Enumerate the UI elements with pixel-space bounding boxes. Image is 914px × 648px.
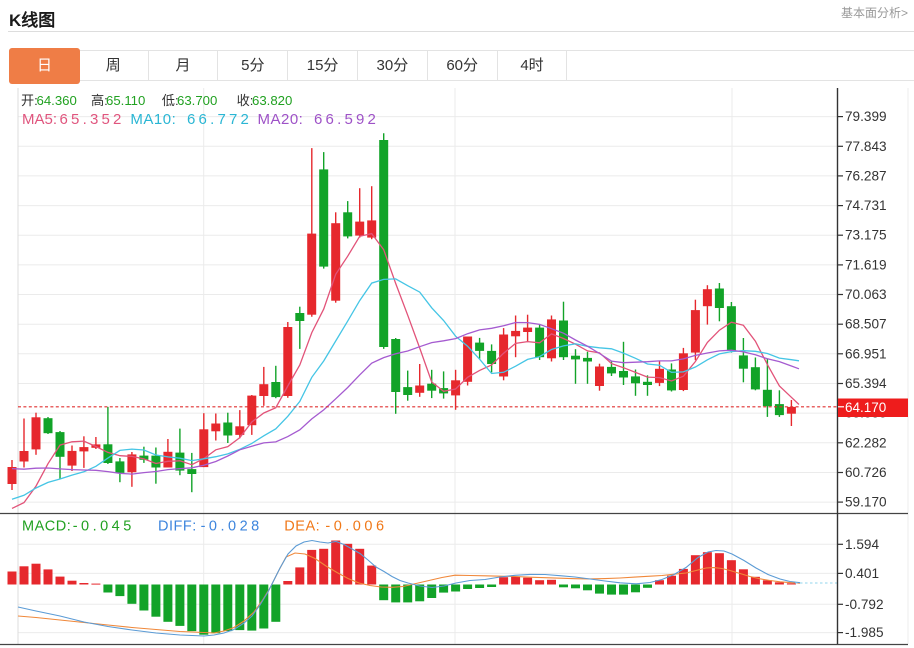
- svg-text:71.619: 71.619: [845, 257, 887, 272]
- svg-text:59.170: 59.170: [845, 495, 887, 510]
- svg-text:-1.985: -1.985: [845, 625, 884, 640]
- svg-text:73.175: 73.175: [845, 228, 887, 243]
- svg-text:62.282: 62.282: [845, 435, 887, 450]
- svg-text:68.507: 68.507: [845, 317, 887, 332]
- svg-text:65.394: 65.394: [845, 376, 887, 391]
- svg-text:70.063: 70.063: [845, 287, 887, 302]
- svg-text:60.726: 60.726: [845, 465, 887, 480]
- svg-text:66.951: 66.951: [845, 346, 887, 361]
- svg-text:76.287: 76.287: [845, 168, 887, 183]
- svg-text:1.594: 1.594: [845, 537, 879, 552]
- svg-text:74.731: 74.731: [845, 198, 887, 213]
- svg-text:-0.792: -0.792: [845, 597, 884, 612]
- svg-text:64.170: 64.170: [845, 400, 886, 415]
- svg-text:79.399: 79.399: [845, 109, 887, 124]
- svg-text:77.843: 77.843: [845, 139, 887, 154]
- svg-text:0.401: 0.401: [845, 566, 879, 581]
